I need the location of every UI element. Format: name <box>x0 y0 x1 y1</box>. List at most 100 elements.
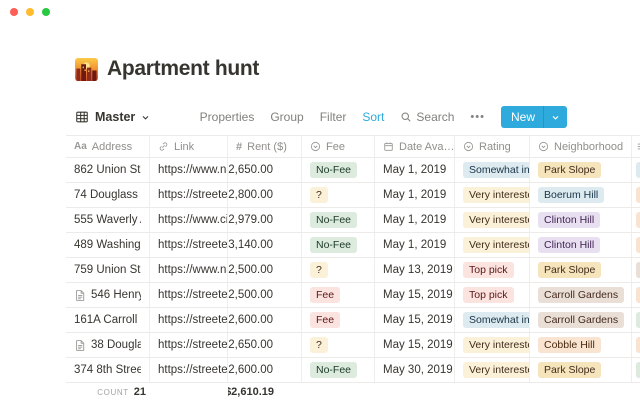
column-header-fee[interactable]: Fee <box>302 136 375 157</box>
rating-cell[interactable]: Somewhat interested <box>455 308 530 332</box>
new-button[interactable]: New <box>500 106 567 128</box>
count-aggregate[interactable]: COUNT 21 <box>97 386 146 398</box>
page-emoji-cityscape-icon[interactable] <box>75 57 98 81</box>
date-cell[interactable]: May 1, 2019 <box>375 233 455 257</box>
neighborhood-cell[interactable]: Park Slope <box>530 258 632 282</box>
date-cell[interactable]: May 1, 2019 <box>375 183 455 207</box>
link-cell[interactable]: https://www.na <box>150 258 228 282</box>
partial-cell[interactable] <box>632 358 640 382</box>
rent-cell[interactable]: $3,140.00 <box>228 233 302 257</box>
fee-cell[interactable]: No-Fee <box>302 158 375 182</box>
column-header-address[interactable]: Aa Address <box>66 136 150 157</box>
rating-cell[interactable]: Very interested <box>455 333 530 357</box>
average-aggregate[interactable]: AVERAGE $2,610.19 <box>228 386 274 398</box>
neighborhood-cell[interactable]: Boerum Hill <box>530 183 632 207</box>
group-button[interactable]: Group <box>270 110 304 124</box>
column-header-date-available[interactable]: Date Ava… <box>375 136 455 157</box>
rent-cell[interactable]: $2,650.00 <box>228 333 302 357</box>
search-button[interactable]: Search <box>400 110 454 124</box>
column-header-neighborhood[interactable]: Neighborhood <box>530 136 632 157</box>
zoom-window-button[interactable] <box>42 8 50 16</box>
rent-cell[interactable]: $2,600.00 <box>228 308 302 332</box>
address-cell[interactable]: 759 Union Stre <box>66 258 150 282</box>
minimize-window-button[interactable] <box>26 8 34 16</box>
link-cell[interactable]: https://streetea <box>150 283 228 307</box>
neighborhood-cell[interactable]: Carroll Gardens <box>530 283 632 307</box>
link-cell[interactable]: https://streetea <box>150 233 228 257</box>
partial-cell[interactable] <box>632 333 640 357</box>
table-row[interactable]: 546 Henry https://streetea $2,500.00 Fee… <box>66 283 640 308</box>
rent-cell[interactable]: $2,600.00 <box>228 358 302 382</box>
neighborhood-cell[interactable]: Cobble Hill <box>530 333 632 357</box>
more-options-button[interactable]: ••• <box>470 111 485 123</box>
address-cell[interactable]: 38 Douglas <box>66 333 150 357</box>
partial-cell[interactable] <box>632 283 640 307</box>
address-cell[interactable]: 374 8th Street <box>66 358 150 382</box>
neighborhood-cell[interactable]: Park Slope <box>530 158 632 182</box>
partial-cell[interactable] <box>632 308 640 332</box>
table-row[interactable]: 38 Douglas https://streetea $2,650.00 ? … <box>66 333 640 358</box>
table-row[interactable]: 74 Douglass St https://streetea $2,800.0… <box>66 183 640 208</box>
neighborhood-cell[interactable]: Carroll Gardens <box>530 308 632 332</box>
fee-cell[interactable]: No-Fee <box>302 233 375 257</box>
link-cell[interactable]: https://streetea <box>150 308 228 332</box>
table-row[interactable]: 759 Union Stre https://www.na $2,500.00 … <box>66 258 640 283</box>
properties-button[interactable]: Properties <box>199 110 255 124</box>
new-dropdown-chevron-icon[interactable] <box>544 113 567 122</box>
sort-button[interactable]: Sort <box>362 110 385 124</box>
fee-cell[interactable]: Fee <box>302 283 375 307</box>
fee-cell[interactable]: ? <box>302 258 375 282</box>
rating-cell[interactable]: Top pick <box>455 283 530 307</box>
date-cell[interactable]: May 1, 2019 <box>375 158 455 182</box>
table-row[interactable]: 161A Carroll St https://streetea $2,600.… <box>66 308 640 333</box>
column-header-rating[interactable]: Rating <box>455 136 530 157</box>
table-row[interactable]: 555 Waverly Av https://www.cit $2,979.00… <box>66 208 640 233</box>
link-cell[interactable]: https://streetea <box>150 183 228 207</box>
neighborhood-cell[interactable]: Clinton Hill <box>530 208 632 232</box>
partial-cell[interactable] <box>632 208 640 232</box>
partial-cell[interactable] <box>632 258 640 282</box>
fee-cell[interactable]: Fee <box>302 308 375 332</box>
partial-cell[interactable] <box>632 158 640 182</box>
date-cell[interactable]: May 1, 2019 <box>375 208 455 232</box>
link-cell[interactable]: https://streetea <box>150 333 228 357</box>
column-header-partial[interactable] <box>632 136 640 157</box>
view-tab-master[interactable]: Master <box>75 110 150 124</box>
rent-cell[interactable]: $2,979.00 <box>228 208 302 232</box>
rating-cell[interactable]: Very interested <box>455 208 530 232</box>
table-row[interactable]: 489 Washingto https://streetea $3,140.00… <box>66 233 640 258</box>
column-header-rent[interactable]: # Rent ($) <box>228 136 302 157</box>
address-cell[interactable]: 489 Washingto <box>66 233 150 257</box>
link-cell[interactable]: https://www.cit <box>150 208 228 232</box>
rating-cell[interactable]: Top pick <box>455 258 530 282</box>
partial-cell[interactable] <box>632 183 640 207</box>
link-cell[interactable]: https://streetea <box>150 358 228 382</box>
date-cell[interactable]: May 15, 2019 <box>375 333 455 357</box>
address-cell[interactable]: 74 Douglass St <box>66 183 150 207</box>
fee-cell[interactable]: ? <box>302 333 375 357</box>
link-cell[interactable]: https://www.na <box>150 158 228 182</box>
address-cell[interactable]: 862 Union Street <box>66 158 150 182</box>
rent-cell[interactable]: $2,500.00 <box>228 283 302 307</box>
neighborhood-cell[interactable]: Park Slope <box>530 358 632 382</box>
column-header-link[interactable]: Link <box>150 136 228 157</box>
address-cell[interactable]: 555 Waverly Av <box>66 208 150 232</box>
date-cell[interactable]: May 15, 2019 <box>375 283 455 307</box>
filter-button[interactable]: Filter <box>319 110 347 124</box>
partial-cell[interactable] <box>632 233 640 257</box>
fee-cell[interactable]: No-Fee <box>302 358 375 382</box>
neighborhood-cell[interactable]: Clinton Hill <box>530 233 632 257</box>
address-cell[interactable]: 161A Carroll St <box>66 308 150 332</box>
address-cell[interactable]: 546 Henry <box>66 283 150 307</box>
rent-cell[interactable]: $2,800.00 <box>228 183 302 207</box>
rating-cell[interactable]: Very interested <box>455 233 530 257</box>
close-window-button[interactable] <box>10 8 18 16</box>
table-row[interactable]: 374 8th Street https://streetea $2,600.0… <box>66 358 640 383</box>
rating-cell[interactable]: Very interested <box>455 358 530 382</box>
rating-cell[interactable]: Somewhat interested <box>455 158 530 182</box>
rent-cell[interactable]: $2,650.00 <box>228 158 302 182</box>
fee-cell[interactable]: No-Fee <box>302 208 375 232</box>
date-cell[interactable]: May 30, 2019 <box>375 358 455 382</box>
rent-cell[interactable]: $2,500.00 <box>228 258 302 282</box>
fee-cell[interactable]: ? <box>302 183 375 207</box>
